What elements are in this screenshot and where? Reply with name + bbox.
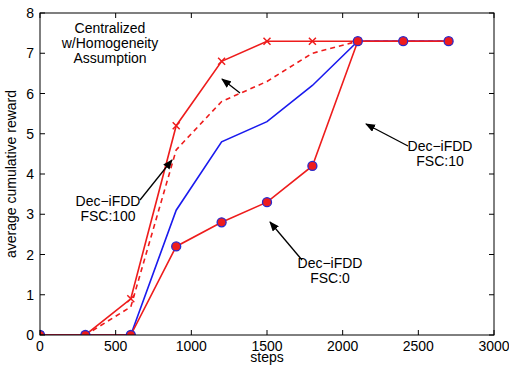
y-tick-label: 5 (26, 126, 34, 142)
marker-x (127, 295, 134, 302)
marker-x (218, 58, 225, 65)
marker-x (264, 38, 271, 45)
x-tick (494, 13, 495, 18)
y-tick (489, 93, 494, 94)
annotation-arrow (140, 160, 172, 200)
x-tick (418, 330, 419, 335)
y-tick (489, 254, 494, 255)
marker-circle (217, 218, 226, 227)
series-line (40, 41, 449, 335)
marker-circle (126, 331, 135, 336)
y-tick (489, 294, 494, 295)
marker-circle (308, 161, 317, 170)
y-tick-label: 8 (26, 5, 34, 21)
y-tick-label: 0 (26, 327, 34, 343)
y-tick (489, 335, 494, 336)
y-tick (40, 294, 45, 295)
y-tick (489, 133, 494, 134)
marker-x (173, 122, 180, 129)
x-tick-label: 500 (104, 338, 128, 354)
marker-x (82, 332, 89, 336)
y-tick (40, 133, 45, 134)
x-tick (342, 13, 343, 18)
y-tick (489, 53, 494, 54)
annotation-text: FSC:0 (310, 270, 350, 286)
x-tick (115, 330, 116, 335)
marker-x (309, 38, 316, 45)
x-tick-label: 1000 (176, 338, 207, 354)
y-tick-label: 6 (26, 86, 34, 102)
x-tick-label: 2000 (327, 338, 358, 354)
y-tick (40, 53, 45, 54)
annotation-text: Assumption (73, 50, 146, 66)
y-tick (489, 174, 494, 175)
plot-data (40, 37, 453, 335)
x-tick (191, 13, 192, 18)
annotation-arrow (270, 222, 302, 260)
x-tick (191, 330, 192, 335)
y-tick-label: 7 (26, 45, 34, 61)
x-tick-label: 3000 (478, 338, 509, 354)
marker-x (40, 332, 44, 336)
annotation-text: FSC:100 (80, 208, 135, 224)
x-tick (40, 330, 41, 335)
x-tick-label: 2500 (403, 338, 434, 354)
y-tick-label: 1 (26, 287, 34, 303)
annotation-text: Centralized (75, 20, 146, 36)
y-tick (40, 335, 45, 336)
y-tick (489, 13, 494, 14)
y-tick (489, 214, 494, 215)
x-tick (115, 13, 116, 18)
x-tick (267, 330, 268, 335)
series-line (40, 41, 449, 335)
x-tick (40, 13, 41, 18)
x-tick-label: 0 (36, 338, 44, 354)
marker-circle (81, 331, 90, 336)
y-tick (40, 13, 45, 14)
y-tick (40, 174, 45, 175)
marker-circle (40, 331, 45, 336)
marker-circle (399, 37, 408, 46)
x-tick (267, 13, 268, 18)
annotation-arrow (366, 124, 408, 146)
x-axis-label: steps (250, 349, 283, 365)
marker-circle (353, 37, 362, 46)
annotation-text: Dec−iFDD (298, 255, 363, 271)
annotation-text: w/Homogeneity (61, 35, 159, 51)
annotation-text: FSC:10 (416, 153, 464, 169)
series-line (40, 41, 449, 335)
x-tick (494, 330, 495, 335)
plot-frame (40, 13, 494, 335)
marker-x (354, 38, 361, 45)
y-tick (40, 254, 45, 255)
y-tick (40, 214, 45, 215)
series-line (40, 41, 449, 335)
marker-x (400, 38, 407, 45)
annotation-text: Dec−iFDD (76, 193, 141, 209)
marker-circle (172, 242, 181, 251)
marker-x (445, 38, 452, 45)
y-tick (40, 93, 45, 94)
y-axis-label: average cumulative reward (3, 90, 19, 258)
x-tick (342, 330, 343, 335)
chart: 050010001500200025003000012345678stepsav… (0, 0, 509, 367)
marker-circle (444, 37, 453, 46)
marker-circle (263, 198, 272, 207)
annotation-arrow (222, 79, 240, 93)
y-tick-label: 3 (26, 206, 34, 222)
y-tick-label: 2 (26, 247, 34, 263)
annotation-text: Dec−iFDD (408, 138, 473, 154)
y-tick-label: 4 (26, 166, 34, 182)
x-tick (418, 13, 419, 18)
